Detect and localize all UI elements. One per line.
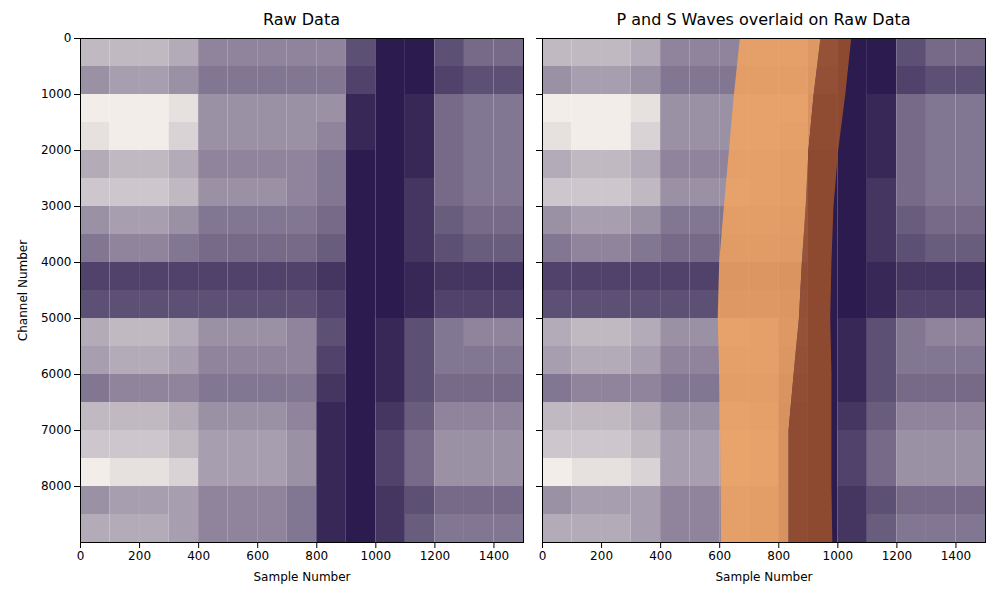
html-text:Raw Data: Raw Data [263, 10, 340, 29]
svg-text:1200: 1200 [420, 549, 451, 563]
svg-text:1200: 1200 [882, 549, 913, 563]
svg-text:Sample Number: Sample Number [253, 570, 350, 584]
svg-text:Channel Number: Channel Number [16, 240, 30, 341]
svg-text:200: 200 [128, 549, 151, 563]
html-text:P and S Waves overlaid on Raw: P and S Waves overlaid on Raw Data [616, 10, 911, 29]
svg-text:3000: 3000 [41, 199, 72, 213]
svg-text:400: 400 [649, 549, 672, 563]
svg-text:1400: 1400 [941, 549, 972, 563]
svg-text:Sample Number: Sample Number [715, 570, 812, 584]
svg-text:0: 0 [77, 549, 85, 563]
svg-text:800: 800 [305, 549, 328, 563]
svg-text:1400: 1400 [479, 549, 510, 563]
svg-text:2000: 2000 [41, 143, 72, 157]
svg-text:1000: 1000 [361, 549, 392, 563]
svg-text:200: 200 [590, 549, 613, 563]
svg-text:5000: 5000 [41, 311, 72, 325]
svg-text:1000: 1000 [823, 549, 854, 563]
svg-text:0: 0 [64, 31, 72, 45]
svg-text:6000: 6000 [41, 367, 72, 381]
svg-text:600: 600 [708, 549, 731, 563]
svg-text:7000: 7000 [41, 423, 72, 437]
svg-text:800: 800 [767, 549, 790, 563]
svg-text:8000: 8000 [41, 479, 72, 493]
svg-text:4000: 4000 [41, 255, 72, 269]
svg-text:600: 600 [246, 549, 269, 563]
svg-text:1000: 1000 [41, 87, 72, 101]
svg-text:0: 0 [539, 549, 547, 563]
svg-text:400: 400 [187, 549, 210, 563]
